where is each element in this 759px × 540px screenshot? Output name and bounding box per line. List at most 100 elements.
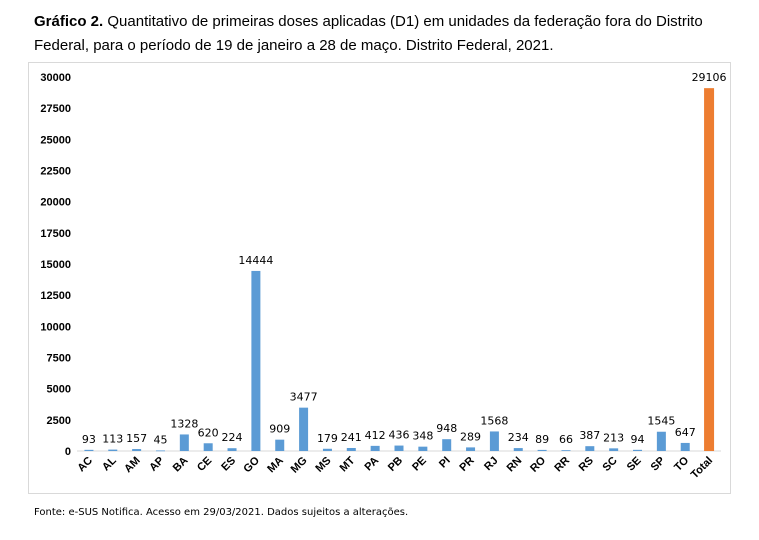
- x-tick-label-pe: PE: [410, 455, 429, 474]
- bar-ce: [203, 443, 213, 451]
- data-label-sc: 213: [603, 431, 624, 444]
- caption-text: Quantitativo de primeiras doses aplicada…: [34, 13, 703, 54]
- data-label-go: 14444: [238, 254, 273, 267]
- chart-caption: Gráfico 2. Quantitativo de primeiras dos…: [34, 10, 749, 58]
- bar-ms: [322, 448, 332, 451]
- data-label-mt: 241: [341, 431, 362, 444]
- y-tick-label: 15000: [40, 259, 71, 271]
- x-tick-label-pi: PI: [437, 455, 453, 471]
- data-label-ac: 93: [82, 433, 96, 446]
- x-tick-label-am: AM: [122, 455, 143, 476]
- bar-total: [704, 88, 715, 451]
- data-label-al: 113: [102, 433, 123, 446]
- x-tick-label-total: Total: [689, 455, 715, 481]
- data-label-ba: 1328: [170, 417, 198, 430]
- y-tick-label: 10000: [40, 321, 71, 333]
- x-tick-label-rn: RN: [505, 455, 525, 475]
- x-tick-label-rs: RS: [577, 455, 596, 474]
- data-label-ap: 45: [153, 433, 167, 446]
- data-label-pe: 348: [412, 430, 433, 443]
- y-tick-label: 5000: [47, 384, 71, 396]
- bar-go: [251, 270, 261, 451]
- bar-se: [633, 449, 643, 451]
- caption-label: Gráfico 2.: [34, 13, 104, 30]
- x-tick-label-pb: PB: [386, 455, 405, 474]
- x-tick-label-pa: PA: [363, 455, 382, 474]
- data-label-ce: 620: [198, 426, 219, 439]
- bar-chart: 0 2500 5000 7500 10000 12500 15000 17500 20000 22…: [40, 71, 727, 481]
- data-label-ms: 179: [317, 432, 338, 445]
- x-tick-label-ap: AP: [147, 455, 166, 474]
- y-tick-label: 12500: [40, 290, 71, 302]
- data-label-pr: 289: [460, 430, 481, 443]
- y-tick-label: 7500: [47, 353, 71, 365]
- chart-frame: 0 2500 5000 7500 10000 12500 15000 17500 20000 22…: [28, 62, 731, 494]
- data-label-to: 647: [675, 426, 696, 439]
- x-tick-label-ac: AC: [75, 455, 95, 475]
- bar-ma: [275, 439, 285, 451]
- x-tick-label-mg: MG: [289, 455, 310, 476]
- x-tick-label-pr: PR: [457, 455, 476, 474]
- bar-ap: [155, 450, 165, 452]
- bar-es: [227, 448, 237, 451]
- bar-sc: [609, 448, 619, 451]
- bar-al: [108, 449, 118, 451]
- x-tick-label-ro: RO: [528, 454, 548, 474]
- x-tick-label-rr: RR: [552, 455, 572, 475]
- x-tick-label-sp: SP: [649, 455, 668, 474]
- bar-ro: [537, 449, 547, 451]
- x-tick-label-ma: MA: [265, 455, 286, 476]
- x-tick-label-ms: MS: [313, 455, 333, 475]
- bar-ac: [84, 449, 94, 451]
- y-tick-label: 30000: [40, 72, 71, 84]
- x-tick-label-ba: BA: [171, 455, 191, 475]
- x-tick-label-go: GO: [241, 454, 262, 475]
- x-tick-label-se: SE: [625, 455, 644, 474]
- y-tick-label: 20000: [40, 197, 71, 209]
- data-label-rj: 1568: [480, 414, 508, 427]
- bar-to: [680, 442, 690, 451]
- bar-pe: [418, 446, 428, 451]
- x-tick-label-rj: RJ: [482, 455, 500, 473]
- bar-sp: [656, 431, 666, 451]
- data-label-sp: 1545: [647, 415, 675, 428]
- bar-ba: [179, 434, 189, 451]
- data-label-pa: 412: [365, 429, 386, 442]
- data-label-rs: 387: [579, 429, 600, 442]
- x-tick-label-sc: SC: [600, 455, 619, 474]
- data-label-am: 157: [126, 432, 147, 445]
- data-label-pi: 948: [436, 422, 457, 435]
- x-tick-label-ce: CE: [195, 455, 214, 474]
- bar-mt: [346, 447, 356, 451]
- y-tick-label: 17500: [40, 228, 71, 240]
- source-note: Fonte: e-SUS Notifica. Acesso em 29/03/2…: [34, 507, 409, 518]
- data-label-es: 224: [222, 431, 243, 444]
- data-label-rn: 234: [508, 431, 529, 444]
- y-tick-label: 0: [65, 446, 71, 458]
- y-tick-label: 27500: [40, 103, 71, 115]
- x-tick-label-al: AL: [100, 454, 119, 473]
- data-label-pb: 436: [389, 429, 410, 442]
- bar-am: [132, 449, 142, 451]
- bar-rs: [585, 446, 595, 451]
- data-label-ro: 89: [535, 433, 549, 446]
- bar-pa: [370, 445, 380, 451]
- bar-rr: [561, 450, 571, 451]
- bar-pi: [442, 439, 452, 451]
- x-tick-label-to: TO: [672, 454, 691, 473]
- data-label-rr: 66: [559, 433, 573, 446]
- bar-pr: [466, 447, 476, 451]
- y-tick-label: 22500: [40, 166, 71, 178]
- data-label-se: 94: [631, 433, 645, 446]
- data-label-mg: 3477: [290, 391, 318, 404]
- y-tick-label: 25000: [40, 134, 71, 146]
- data-label-total: 29106: [692, 71, 727, 84]
- bar-mg: [299, 407, 309, 451]
- x-tick-label-es: ES: [219, 455, 238, 474]
- y-tick-label: 2500: [47, 415, 71, 427]
- x-tick-label-mt: MT: [338, 454, 358, 474]
- bar-pb: [394, 445, 404, 451]
- bar-rn: [513, 448, 523, 451]
- data-label-ma: 909: [269, 423, 290, 436]
- bar-rj: [489, 431, 499, 451]
